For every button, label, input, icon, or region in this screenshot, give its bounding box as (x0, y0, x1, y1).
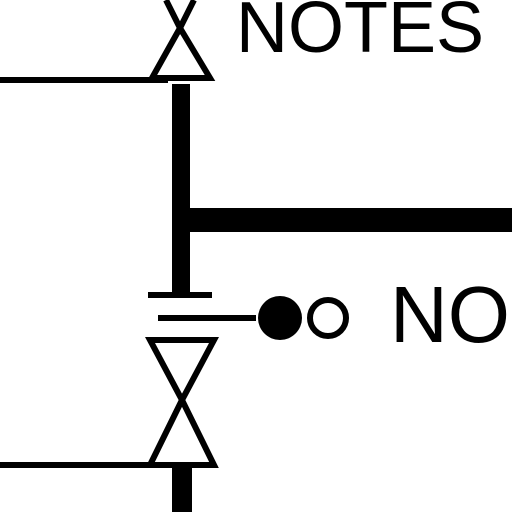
lower-vertical-pipe (172, 468, 192, 512)
filled-contact-dot (258, 296, 302, 340)
lower-valve-bottom-triangle (145, 393, 219, 468)
main-vertical-pipe (172, 84, 190, 296)
upper-valve-top-lines (163, 0, 197, 35)
open-contact-circle (307, 297, 349, 339)
lower-valve-top-triangle (145, 337, 219, 407)
label-notes: NOTES (236, 0, 484, 68)
label-no: NO (390, 270, 510, 359)
branch-horizontal-pipe (172, 208, 512, 232)
upper-valve-bottom-triangle (146, 22, 216, 81)
